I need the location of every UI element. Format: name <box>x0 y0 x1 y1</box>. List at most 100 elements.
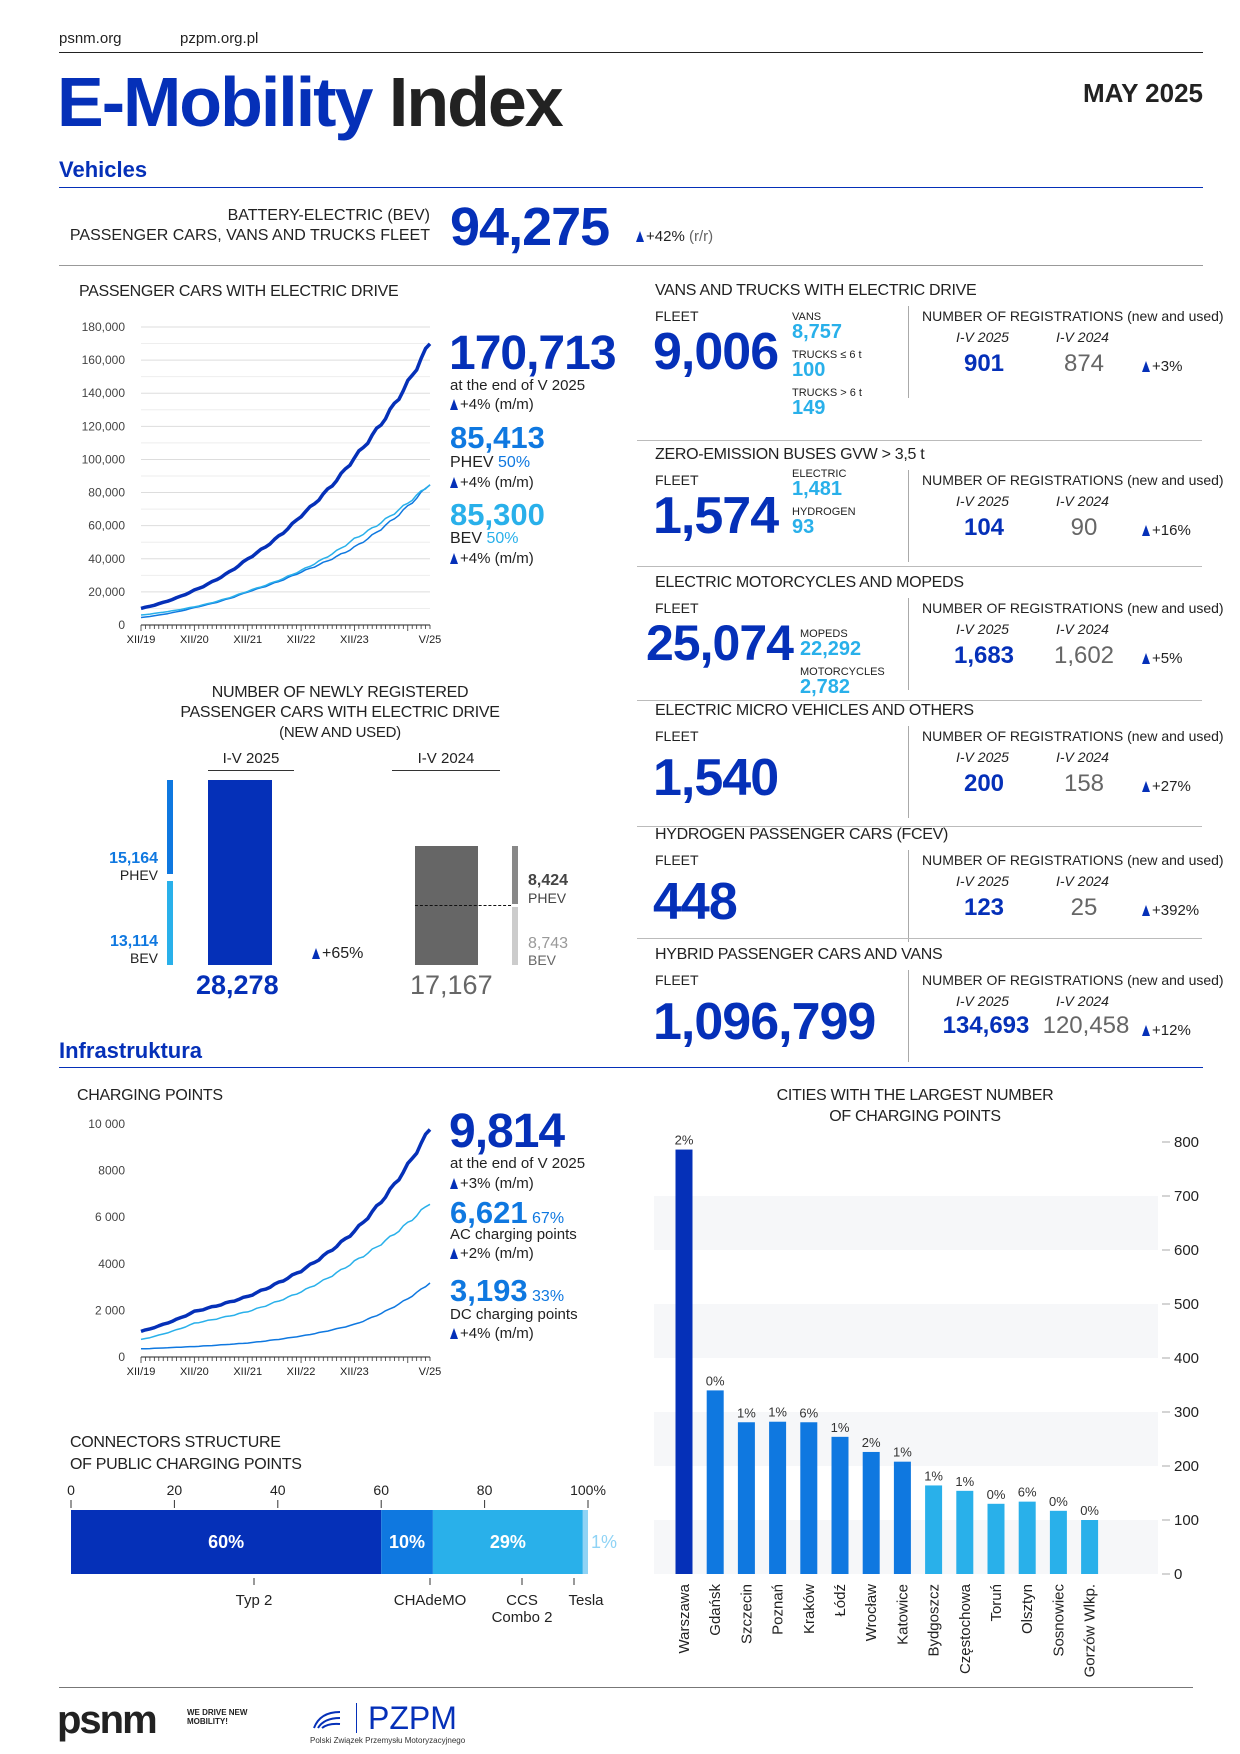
registrations-2025: 104 <box>963 514 1005 541</box>
registrations-2025: 200 <box>963 770 1005 797</box>
new-reg-change: +65% <box>312 945 363 963</box>
period-2024: I-V 2024 <box>392 750 500 771</box>
registrations-2024: 25 <box>1070 894 1098 921</box>
split-line <box>415 905 511 906</box>
series-line-total <box>140 342 432 611</box>
registrations-2024: 120,458 <box>1042 1012 1130 1039</box>
panel-separator <box>637 826 1202 827</box>
fleet-label: FLEET <box>655 600 699 616</box>
footer-divider <box>59 1687 1193 1688</box>
registrations-change: +12% <box>1142 1022 1191 1039</box>
registrations-label: NUMBER OF REGISTRATIONS (new and used) <box>922 472 1224 488</box>
panel-divider <box>908 598 909 690</box>
bar-Kraków <box>800 1422 818 1574</box>
phev-change: +4% (m/m) <box>450 474 534 491</box>
bar-Katowice <box>893 1461 911 1574</box>
panel-divider <box>908 850 909 942</box>
year-2025: I-V 2025 <box>956 873 1009 889</box>
bev-fleet-change: +42% (r/r) <box>636 228 713 245</box>
fleet-label: FLEET <box>655 852 699 868</box>
bar-label: 1% <box>955 1474 974 1489</box>
page-title: E-Mobility Index <box>57 63 564 141</box>
panel-4: HYDROGEN PASSENGER CARS (FCEV) FLEET 448… <box>637 826 1224 951</box>
psnm-link[interactable]: psnm.org <box>59 30 122 47</box>
bar-Warszawa <box>675 1149 693 1574</box>
fleet-label: FLEET <box>655 972 699 988</box>
y-tick-label: 500 <box>1174 1296 1199 1313</box>
y-tick-label: 120,000 <box>82 419 126 433</box>
panel-title: ZERO-EMISSION BUSES GVW > 3,5 t <box>655 446 925 463</box>
sub-value: 93 <box>792 516 815 538</box>
charging-points-line-chart: 0 2 000 4000 6 000 8000 10 000 XII/19 XII/20 XII… <box>88 1117 441 1378</box>
bar-Toruń <box>987 1503 1005 1574</box>
panel-divider <box>908 970 909 1062</box>
up-triangle-icon <box>1142 905 1150 916</box>
pzpm-link[interactable]: pzpm.org.pl <box>180 30 259 47</box>
bar-label: 1% <box>893 1445 912 1460</box>
bev-value: 85,300 <box>450 497 545 532</box>
y-tick-label: 300 <box>1174 1404 1199 1421</box>
registrations-change: +3% <box>1142 358 1182 375</box>
passenger-total-change: +4% (m/m) <box>450 396 534 413</box>
y-tick-label: 10 000 <box>88 1117 125 1131</box>
year-2025: I-V 2025 <box>956 329 1009 345</box>
bev-2024-segment <box>512 907 518 965</box>
category-label: CHAdeMO <box>394 1592 467 1609</box>
panel-title: ELECTRIC MICRO VEHICLES AND OTHERS <box>655 702 974 719</box>
bev-2025-segment <box>167 881 173 965</box>
charging-total-change: +3% (m/m) <box>450 1175 534 1192</box>
panel-5: HYBRID PASSENGER CARS AND VANS FLEET 1,0… <box>652 946 1224 1071</box>
bar-Gorzów Wlkp. <box>1081 1520 1099 1574</box>
psnm-logo: psnm <box>57 1698 158 1742</box>
fleet-label: FLEET <box>655 728 699 744</box>
registrations-label: NUMBER OF REGISTRATIONS (new and used) <box>922 728 1224 744</box>
sub-value: 149 <box>792 397 826 419</box>
bar-Bydgoszcz <box>925 1485 943 1574</box>
up-triangle-icon <box>450 1178 458 1189</box>
category-label: Combo 2 <box>492 1609 553 1626</box>
phev-2024-label: PHEV <box>528 890 567 906</box>
y-tick-label: 400 <box>1174 1350 1199 1367</box>
segment-Tesla <box>582 1510 588 1574</box>
report-date: MAY 2025 <box>1083 78 1203 108</box>
panel-0: VANS AND TRUCKS WITH ELECTRIC DRIVE FLEE… <box>637 282 1224 441</box>
y-tick-label: 80,000 <box>88 486 125 500</box>
year-2025: I-V 2025 <box>956 993 1009 1009</box>
fleet-value: 1,574 <box>653 487 779 545</box>
bev-2024-label: BEV <box>528 952 557 968</box>
bev-2025-value: 13,114 <box>109 933 158 950</box>
panel-separator <box>637 938 1202 939</box>
y-tick-label: 140,000 <box>82 386 126 400</box>
bar-Wrocław <box>862 1451 880 1574</box>
bev-change: +4% (m/m) <box>450 550 534 567</box>
panel-3: ELECTRIC MICRO VEHICLES AND OTHERS FLEET… <box>637 702 1224 827</box>
bar-label: 1% <box>831 1420 850 1435</box>
bev-label: BEV 50% <box>450 530 519 547</box>
x-tick-label: XII/22 <box>287 1366 316 1378</box>
x-tick-label: XII/23 <box>340 634 369 646</box>
registrations-label: NUMBER OF REGISTRATIONS (new and used) <box>922 600 1224 616</box>
category-label: Bydgoszcz <box>926 1584 943 1657</box>
registrations-2025: 901 <box>963 350 1005 377</box>
phev-2025-value: 15,164 <box>109 850 158 867</box>
panel-separator <box>637 440 1202 441</box>
ac-change: +2% (m/m) <box>450 1245 534 1262</box>
x-tick-label: XII/19 <box>127 1366 156 1378</box>
y-tick-label: 60,000 <box>88 519 125 533</box>
period-2025: I-V 2025 <box>208 750 294 771</box>
phev-2024-value: 8,424 <box>528 872 569 889</box>
bar-Łódź <box>831 1436 849 1574</box>
total-2025-value: 28,278 <box>196 970 279 1000</box>
phev-2024-segment <box>512 846 518 904</box>
registrations-2024: 874 <box>1063 350 1105 377</box>
cities-bar-chart: 0 100 200 300 400 500 600 700 800 2% Warszawa 0% Gda… <box>654 1133 1199 1677</box>
bar-label: 6% <box>799 1405 818 1420</box>
series-line-AC <box>140 1203 431 1341</box>
y-tick-label: 0 <box>118 1350 125 1364</box>
up-triangle-icon <box>1142 525 1150 536</box>
y-tick-label: 180,000 <box>82 320 126 334</box>
sub-label: MOTORCYCLES <box>800 666 885 678</box>
bar-label: 1% <box>768 1405 787 1420</box>
grid-band <box>654 1304 1158 1358</box>
charging-total: 9,814 <box>449 1105 565 1158</box>
